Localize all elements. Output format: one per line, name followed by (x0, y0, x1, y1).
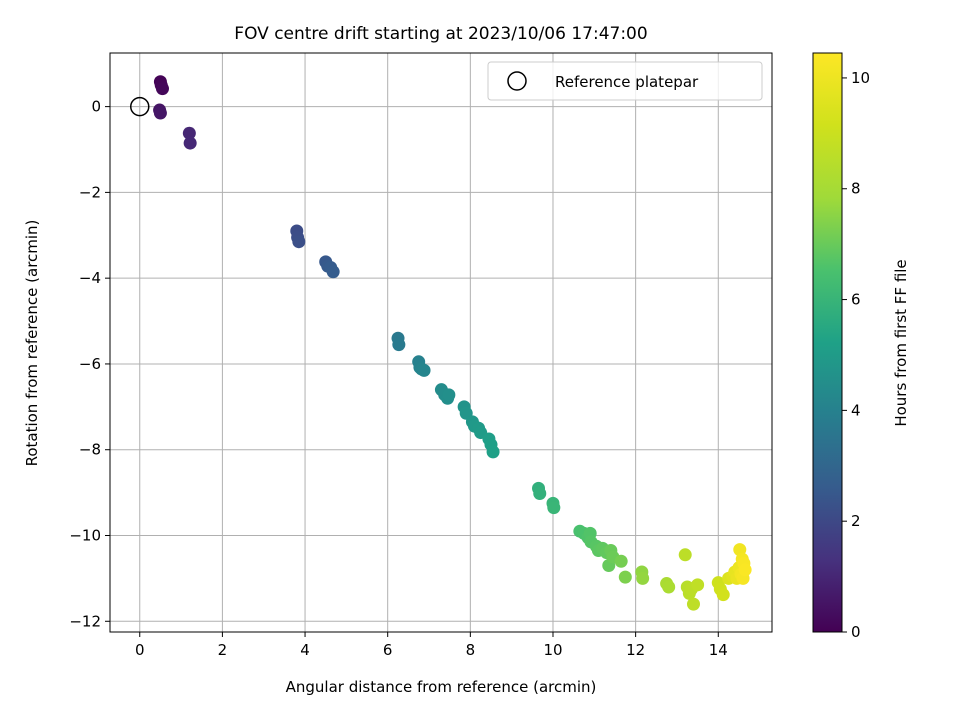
plot-frame (109, 52, 773, 633)
data-point (182, 126, 196, 140)
data-point (442, 388, 456, 402)
x-tick-label: 0 (135, 641, 145, 659)
y-tick-label: −4 (79, 269, 101, 287)
x-axis-ticks: 0 2 4 6 8 10 12 14 (135, 632, 728, 659)
data-point (547, 501, 561, 515)
y-tick-label: −2 (79, 183, 101, 201)
colorbar-tick-label: 4 (851, 401, 861, 419)
colorbar-label: Hours from first FF file (892, 259, 910, 426)
data-point (738, 563, 752, 577)
reference-marker (130, 96, 150, 117)
data-points (153, 75, 752, 611)
data-point (153, 106, 167, 120)
y-tick-label: −10 (69, 527, 101, 545)
x-tick-label: 8 (466, 641, 476, 659)
data-point (691, 578, 705, 592)
colorbar-tick-label: 6 (851, 291, 861, 309)
data-point (292, 235, 306, 249)
y-axis-ticks: 0 −2 −4 −6 −8 −10 −12 (69, 98, 110, 630)
data-point (417, 363, 431, 377)
data-point (662, 580, 676, 594)
colorbar-ticks: 0 2 4 6 8 10 (842, 69, 870, 641)
chart-title: FOV centre drift starting at 2023/10/06 … (234, 24, 647, 44)
x-tick-label: 12 (626, 641, 645, 659)
colorbar-tick-label: 0 (851, 623, 861, 641)
data-point (618, 570, 632, 584)
y-tick-label: −6 (79, 355, 101, 373)
x-tick-label: 10 (543, 641, 562, 659)
legend: Reference platepar (487, 61, 763, 101)
y-axis-label: Rotation from reference (arcmin) (23, 220, 41, 467)
x-axis-label: Angular distance from reference (arcmin) (286, 678, 597, 696)
legend-box (487, 61, 763, 101)
data-point (686, 597, 700, 611)
data-point (678, 548, 692, 562)
data-point (183, 136, 197, 150)
grid-lines (110, 53, 772, 632)
x-tick-label: 14 (709, 641, 728, 659)
data-point (716, 588, 730, 602)
x-tick-label: 4 (300, 641, 310, 659)
x-tick-label: 2 (218, 641, 228, 659)
colorbar-tick-label: 2 (851, 512, 861, 530)
data-point (326, 265, 340, 279)
colorbar-tick-label: 8 (851, 180, 861, 198)
data-point (486, 445, 500, 459)
plot-area: 0 2 4 6 8 10 12 14 0 −2 −4 −6 −8 −10 −12 (69, 52, 773, 659)
y-tick-label: −8 (79, 441, 101, 459)
x-tick-label: 6 (383, 641, 393, 659)
legend-reference-icon (507, 71, 527, 91)
legend-reference-label: Reference platepar (555, 73, 699, 91)
y-tick-label: −12 (69, 612, 101, 630)
colorbar-gradient (812, 52, 843, 633)
data-point (614, 554, 628, 568)
data-point (392, 338, 406, 352)
data-point (155, 82, 169, 96)
y-tick-label: 0 (91, 98, 101, 116)
data-point (533, 486, 547, 500)
colorbar-tick-label: 10 (851, 69, 870, 87)
colorbar: 0 2 4 6 8 10 Hours from first FF file (812, 52, 910, 641)
data-point (636, 571, 650, 585)
